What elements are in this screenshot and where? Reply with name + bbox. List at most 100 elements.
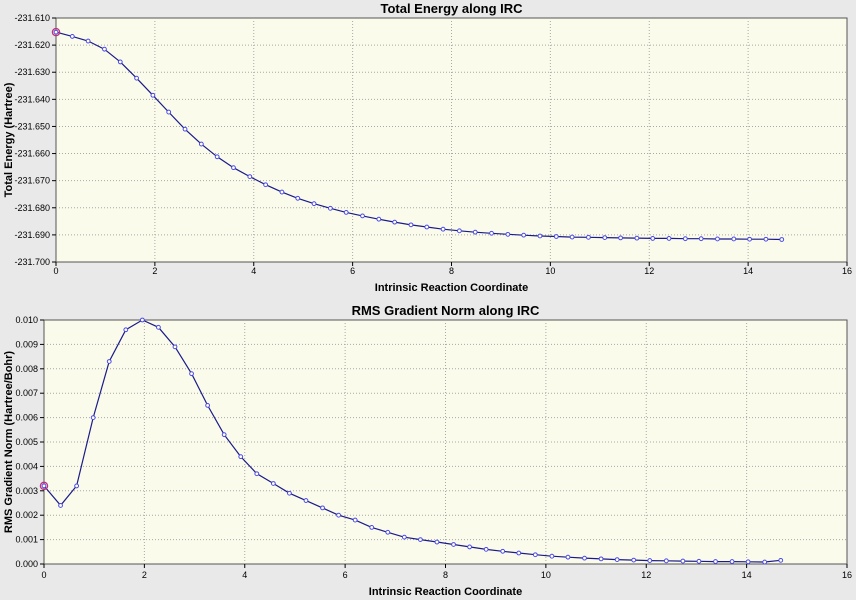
data-point[interactable] — [385, 529, 391, 535]
data-point[interactable] — [369, 525, 375, 530]
data-point[interactable] — [472, 229, 478, 235]
data-point[interactable] — [123, 327, 129, 333]
data-point[interactable] — [747, 236, 753, 242]
data-point[interactable] — [139, 317, 145, 323]
data-point[interactable] — [489, 230, 494, 236]
data-point[interactable] — [134, 75, 139, 81]
data-point[interactable] — [467, 544, 472, 550]
data-point[interactable] — [303, 498, 309, 503]
data-point[interactable] — [106, 359, 112, 364]
data-point[interactable] — [117, 59, 123, 65]
data-point[interactable] — [254, 471, 260, 477]
highlighted-point[interactable] — [51, 27, 61, 37]
data-point[interactable] — [205, 403, 211, 408]
data-point[interactable] — [729, 559, 735, 564]
data-point[interactable] — [779, 237, 785, 242]
data-point[interactable] — [150, 92, 156, 98]
data-point[interactable] — [189, 371, 194, 377]
data-point[interactable] — [451, 542, 456, 547]
data-point[interactable] — [731, 236, 737, 242]
data-point[interactable] — [156, 324, 161, 330]
data-point[interactable] — [360, 213, 365, 219]
data-point[interactable] — [320, 505, 325, 511]
data-point[interactable] — [311, 201, 317, 207]
data-point[interactable] — [172, 344, 178, 350]
data-point[interactable] — [247, 174, 253, 180]
data-point[interactable] — [221, 432, 227, 438]
data-point[interactable] — [263, 182, 269, 188]
data-point[interactable] — [214, 154, 220, 160]
data-point[interactable] — [666, 236, 672, 241]
data-point[interactable] — [565, 554, 571, 560]
data-point[interactable] — [745, 559, 751, 565]
data-point[interactable] — [392, 219, 398, 225]
data-point[interactable] — [41, 483, 47, 489]
data-point[interactable] — [69, 34, 75, 39]
data-point[interactable] — [483, 546, 489, 552]
data-point[interactable] — [457, 228, 462, 234]
data-point[interactable] — [762, 559, 768, 565]
data-point[interactable] — [376, 216, 382, 222]
data-point[interactable] — [270, 481, 276, 486]
data-point[interactable] — [434, 539, 440, 545]
highlighted-point[interactable] — [39, 481, 49, 491]
x-tick-label: 14 — [742, 570, 752, 580]
data-point[interactable] — [537, 233, 543, 239]
x-tick-label: 14 — [743, 266, 753, 276]
data-point[interactable] — [521, 232, 527, 238]
data-point[interactable] — [102, 46, 107, 52]
data-point[interactable] — [85, 38, 91, 44]
data-point[interactable] — [500, 548, 506, 554]
data-point[interactable] — [634, 235, 640, 241]
data-point[interactable] — [58, 503, 63, 508]
data-point[interactable] — [231, 165, 236, 171]
data-point[interactable] — [295, 195, 301, 201]
data-point[interactable] — [602, 235, 608, 241]
data-point[interactable] — [90, 415, 96, 421]
data-point[interactable] — [352, 517, 358, 523]
data-point[interactable] — [614, 557, 620, 563]
data-point[interactable] — [238, 454, 244, 460]
data-point[interactable] — [53, 29, 59, 35]
data-point[interactable] — [647, 558, 653, 563]
data-point[interactable] — [763, 236, 769, 242]
data-point[interactable] — [698, 236, 704, 242]
data-point[interactable] — [336, 512, 342, 518]
data-point[interactable] — [401, 534, 407, 540]
data-point[interactable] — [327, 205, 333, 211]
data-point[interactable] — [343, 209, 349, 215]
data-point[interactable] — [696, 558, 702, 564]
y-tick-label: 0.009 — [15, 339, 38, 349]
data-point[interactable] — [682, 236, 688, 242]
data-point[interactable] — [598, 556, 604, 562]
plot-area — [55, 17, 848, 263]
data-point[interactable] — [778, 557, 784, 563]
data-point[interactable] — [424, 224, 430, 230]
data-point[interactable] — [418, 537, 423, 542]
data-point[interactable] — [631, 557, 637, 563]
data-point[interactable] — [182, 126, 188, 132]
data-point[interactable] — [618, 235, 623, 241]
data-point[interactable] — [440, 226, 446, 232]
data-point[interactable] — [663, 558, 669, 564]
data-point[interactable] — [287, 490, 292, 496]
data-point[interactable] — [408, 222, 414, 228]
data-point[interactable] — [715, 236, 720, 242]
data-point[interactable] — [582, 555, 587, 561]
data-point[interactable] — [650, 236, 656, 241]
data-point[interactable] — [586, 234, 591, 240]
data-point[interactable] — [532, 552, 538, 558]
y-axis-label: RMS Gradient Norm (Hartree/Bohr) — [3, 351, 15, 533]
data-point[interactable] — [713, 559, 718, 564]
data-point[interactable] — [516, 550, 522, 556]
y-tick-label: -231.690 — [14, 230, 50, 240]
data-point[interactable] — [74, 483, 80, 489]
data-point[interactable] — [553, 234, 559, 239]
data-point[interactable] — [569, 234, 575, 240]
data-point[interactable] — [680, 558, 686, 564]
data-point[interactable] — [198, 141, 204, 147]
data-point[interactable] — [166, 109, 172, 115]
data-point[interactable] — [279, 189, 285, 195]
data-point[interactable] — [505, 231, 511, 237]
data-point[interactable] — [549, 553, 555, 559]
